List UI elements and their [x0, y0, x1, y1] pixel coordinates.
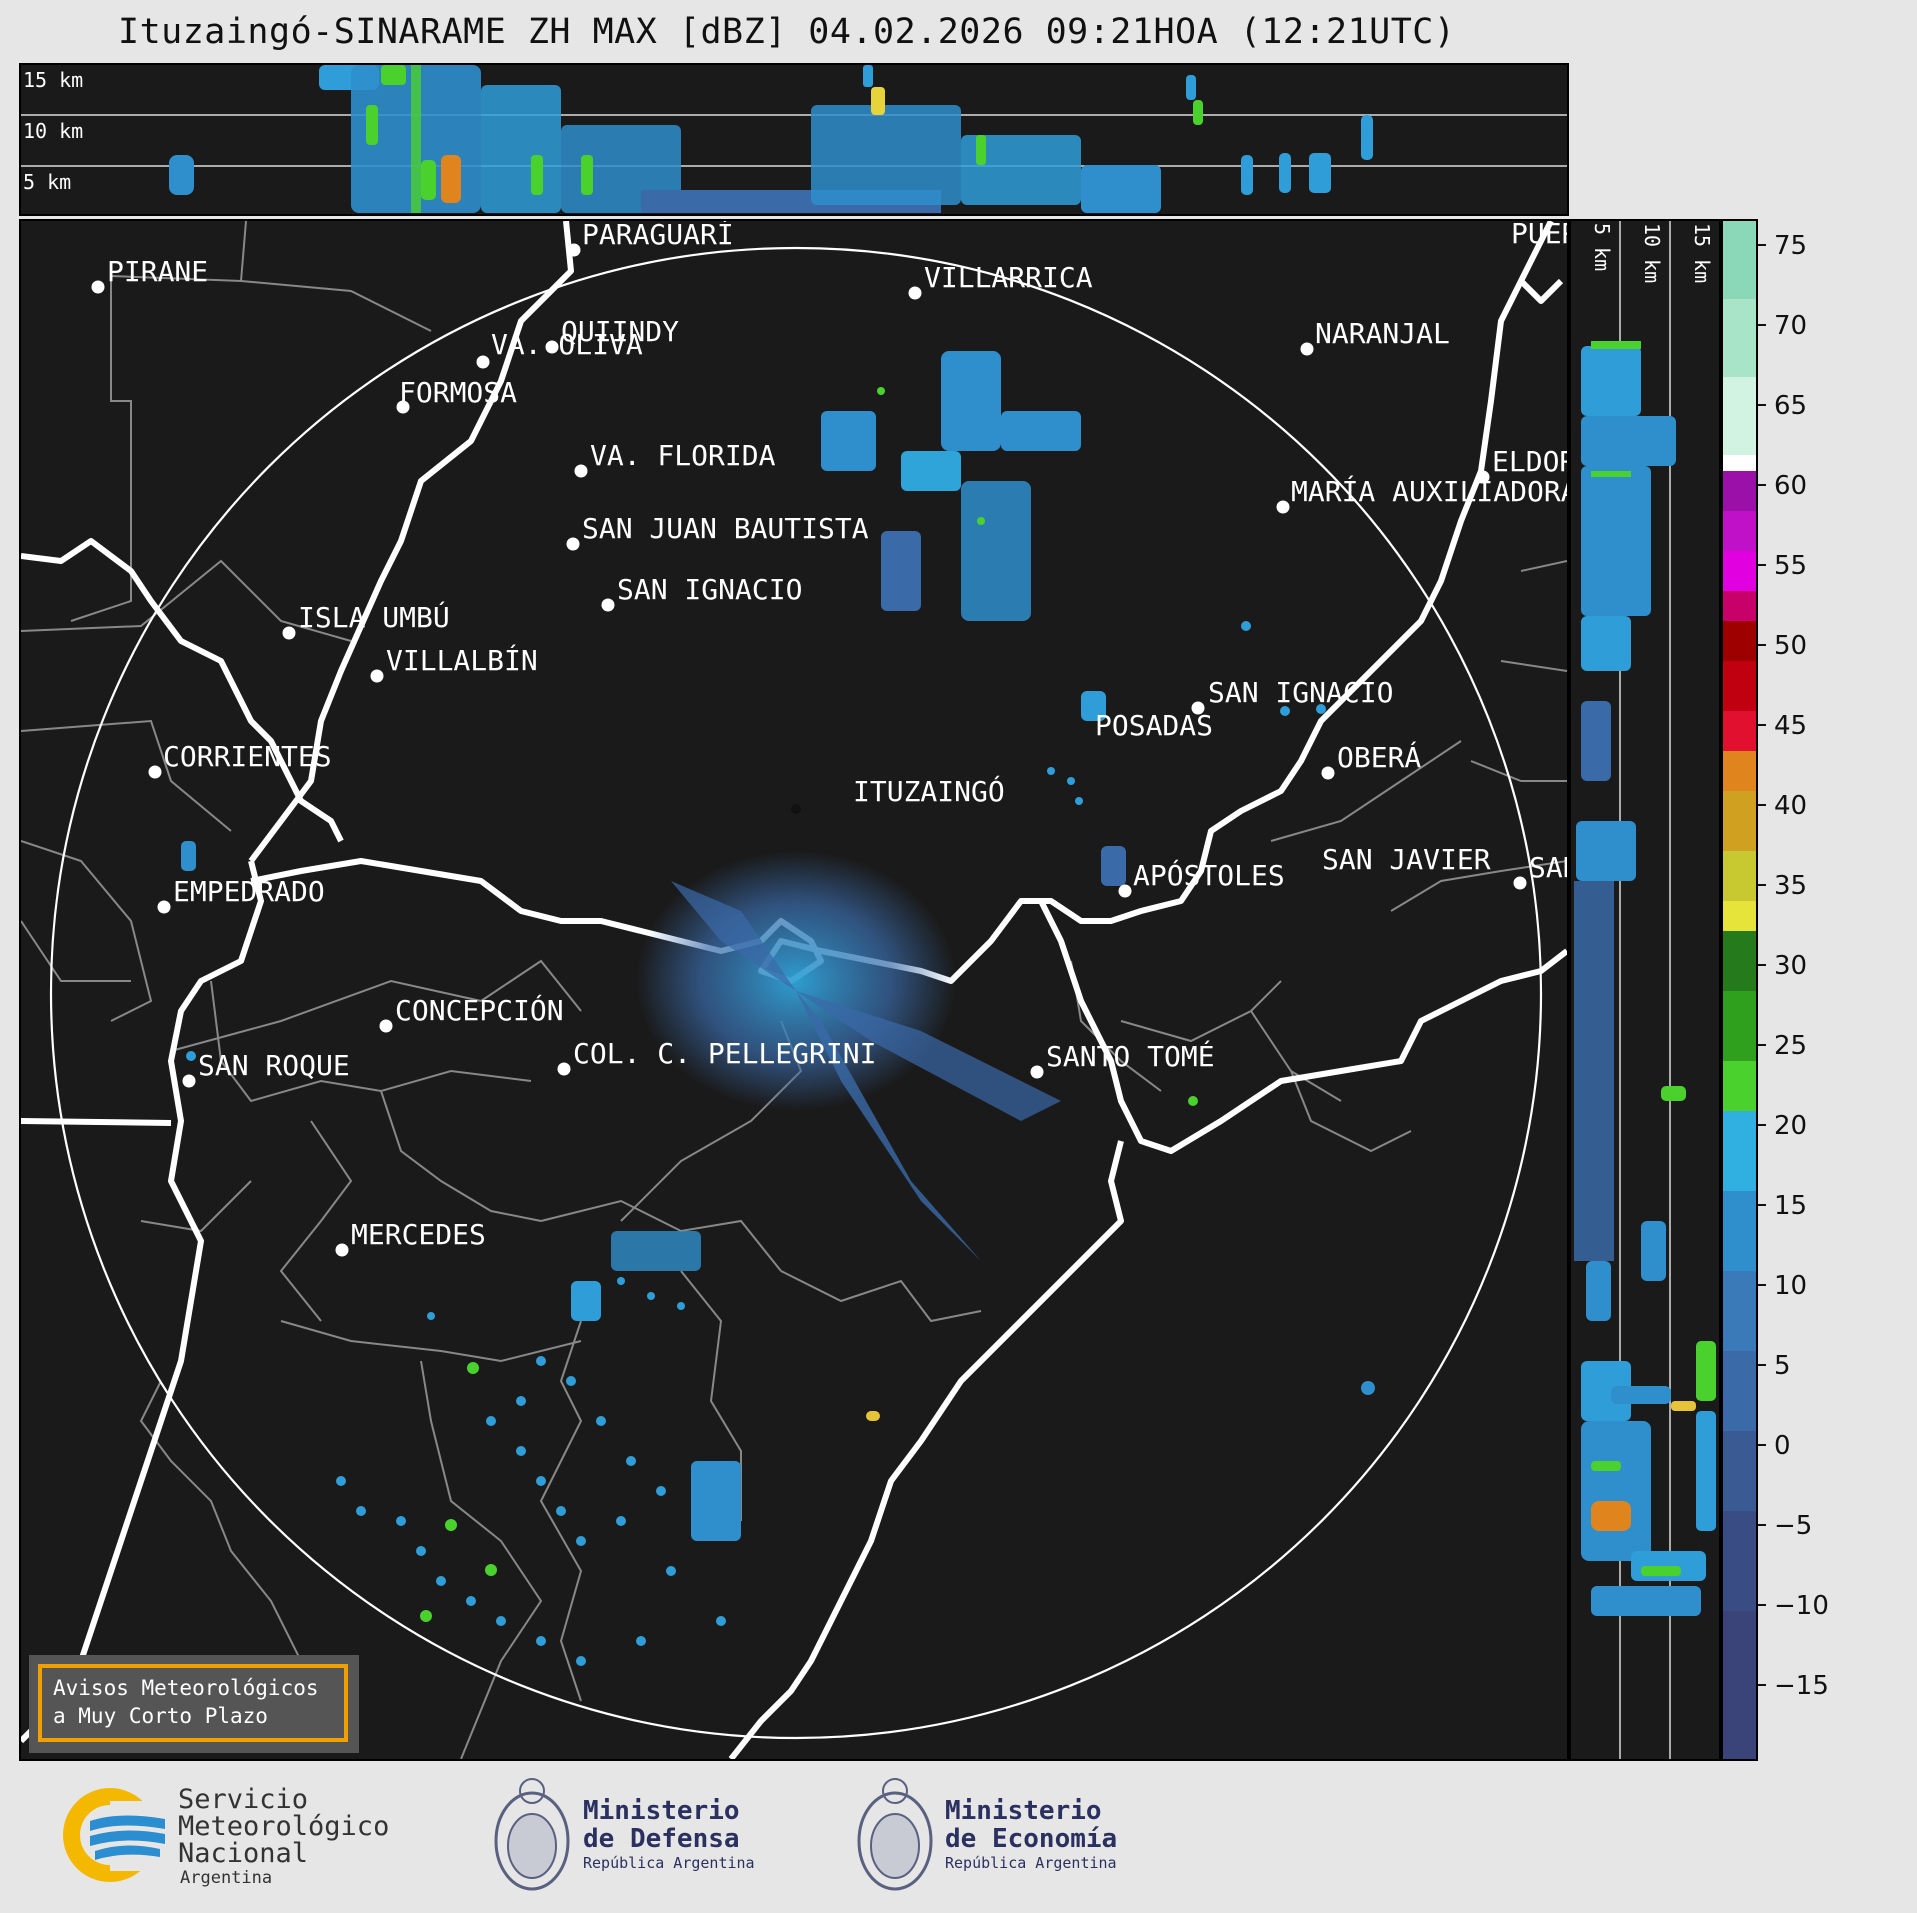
side-label-15km: 15 km — [1690, 223, 1714, 283]
warning-line2: a Muy Corto Plazo — [53, 1704, 268, 1728]
city-label: QUIINDY — [561, 315, 679, 348]
top-label-15km: 15 km — [23, 68, 83, 92]
smn-line3: Nacional — [178, 1838, 308, 1869]
side-profile-echoes — [1574, 341, 1716, 1616]
economia-line2: de Economía — [945, 1824, 1117, 1854]
side-profile-svg: 5 km 10 km 15 km — [1574, 221, 1716, 1759]
city-label: NARANJAL — [1315, 317, 1450, 350]
city-label: ITUZAINGÓ — [853, 774, 1005, 808]
river-borders — [18, 219, 1569, 1761]
defensa-logo: Ministerio de Defensa República Argentin… — [494, 1778, 755, 1891]
city-label: MARÍA AUXILIADORA — [1291, 474, 1567, 508]
city-label: PARAGUARÍ — [582, 221, 734, 251]
city-label: SANTO TOMÉ — [1046, 1039, 1215, 1073]
city-label: ELDORADO — [1492, 445, 1567, 478]
smn-line1: Servicio — [178, 1784, 308, 1815]
radar-ground-clutter — [636, 851, 1061, 1261]
top-profile-echoes — [169, 65, 1373, 213]
city-label: SAN JAVIER — [1322, 843, 1491, 876]
smn-line4: Argentina — [180, 1868, 272, 1888]
city-label: FORMOSA — [399, 376, 517, 409]
top-label-10km: 10 km — [23, 119, 83, 143]
city-label: MERCEDES — [351, 1218, 486, 1251]
dbz-colorbar — [1721, 219, 1758, 1761]
city-label: COL. C. PELLEGRINI — [573, 1037, 876, 1070]
radar-title: Ituzaingó-SINARAME ZH MAX [dBZ] 04.02.20… — [118, 12, 1456, 52]
economia-line1: Ministerio — [945, 1796, 1102, 1826]
city-label: VA. FLORIDA — [590, 439, 776, 472]
city-label: PUERTO — [1511, 221, 1567, 250]
city-label: OBERÁ — [1337, 740, 1421, 774]
colorbar-svg — [1723, 221, 1756, 1759]
radar-range-ring — [49, 246, 1543, 1740]
footer-logos: Servicio Meteorológico Nacional Argentin… — [0, 1761, 1917, 1909]
warning-line1: Avisos Meteorológicos — [53, 1676, 319, 1700]
city-label: SAN ROQUE — [198, 1049, 350, 1082]
city-label: ISLA UMBÚ — [298, 600, 450, 634]
city-label: SAN VICENTE — [1529, 851, 1567, 884]
defensa-line2: de Defensa — [583, 1824, 740, 1854]
smn-logo: Servicio Meteorológico Nacional Argentin… — [63, 1784, 389, 1888]
city-label: SAN IGNACIO — [617, 573, 802, 606]
defensa-line3: República Argentina — [583, 1854, 755, 1872]
radar-echoes — [181, 351, 1375, 1666]
top-label-5km: 5 km — [23, 170, 71, 194]
province-borders — [20, 220, 1568, 1760]
city-label: EMPEDRADO — [173, 875, 325, 908]
city-label: APÓSTOLES — [1133, 858, 1285, 892]
side-label-5km: 5 km — [1590, 223, 1614, 271]
top-profile-svg: 15 km 10 km 5 km — [21, 65, 1567, 213]
city-label: VA. OLIVA — [491, 328, 643, 361]
radar-map-panel: PIRANE PARAGUARÍ VILLARRICA QUIINDY VA. … — [18, 217, 1714, 1761]
economia-logo: Ministerio de Economía República Argenti… — [857, 1778, 1117, 1891]
side-vertical-profile-panel: 5 km 10 km 15 km — [1569, 219, 1721, 1761]
top-vertical-profile-panel: 15 km 10 km 5 km — [19, 63, 1569, 216]
warning-box: Avisos Meteorológicos a Muy Corto Plazo — [29, 1655, 359, 1753]
footer-svg: Servicio Meteorológico Nacional Argentin… — [63, 1778, 1117, 1891]
city-label: CONCEPCIÓN — [395, 993, 564, 1027]
city-label: SAN JUAN BAUTISTA — [582, 512, 869, 545]
economia-line3: República Argentina — [945, 1854, 1117, 1872]
city-label: VILLALBÍN — [386, 643, 538, 677]
radar-map-svg: PIRANE PARAGUARÍ VILLARRICA QUIINDY VA. … — [18, 217, 1714, 1761]
city-label: VILLARRICA — [924, 261, 1093, 294]
city-label: PIRANE — [107, 255, 208, 288]
side-label-10km: 10 km — [1640, 223, 1664, 283]
city-label: POSADAS — [1095, 709, 1213, 742]
defensa-line1: Ministerio — [583, 1796, 740, 1826]
city-label: SAN IGNACIO — [1208, 676, 1393, 709]
city-label: CORRIENTES — [163, 740, 332, 773]
smn-line2: Meteorológico — [178, 1811, 389, 1842]
